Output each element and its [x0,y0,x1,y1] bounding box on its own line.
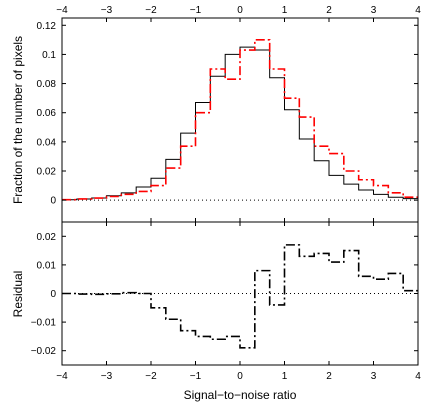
bottom-y-tick-label: 0.01 [37,260,57,271]
bottom-series-0-step-line [62,244,418,349]
x-axis-tick-label: −3 [101,371,113,382]
x-axis-tick-label: 1 [282,371,288,382]
bottom-y-tick-label: −0.01 [31,318,57,329]
bottom-panel-frame [61,221,419,366]
top-axis-tick-label: −2 [145,5,157,16]
x-axis-tick-label: −4 [56,371,68,382]
top-axis-tick-label: 0 [237,5,243,16]
top-y-tick-label: 0.08 [37,79,57,90]
top-y-tick-label: 0 [50,196,56,207]
top-y-tick-label: 0.06 [37,108,57,119]
x-axis-tick-label: −2 [145,371,157,382]
top-axis-tick-label: 2 [326,5,332,16]
bottom-plot-area: −4 −3 −2 −1 0 1 2 3 4 −0.02 −0.01 0 0.01 0.02 [31,222,421,382]
top-y-axis-label: Fraction of the number of pixels [11,36,25,204]
top-y-tick-label: 0.1 [42,50,56,61]
bottom-y-tick-label: −0.02 [31,346,57,357]
top-y-tick-label: 0.04 [37,137,57,148]
bottom-y-tick-label: 0.02 [37,232,57,243]
top-axis-tick-label: −1 [190,5,202,16]
top-series-1-step-line [62,39,418,201]
bottom-y-axis-label: Residual [11,271,25,318]
x-axis-tick-label: 3 [371,371,377,382]
top-axis-tick-label: 1 [282,5,288,16]
top-axis-tick-label: 4 [415,5,421,16]
top-plot-area: −4 −3 −2 −1 0 1 2 3 4 0 0.02 0.04 0.06 0.08 0.1 0.12 [37,5,421,222]
top-axis-tick-label: 3 [371,5,377,16]
x-axis-tick-label: 4 [415,371,421,382]
bottom-y-tick-label: 0 [50,289,56,300]
x-axis-label: Signal−to−noise ratio [184,388,297,402]
x-axis-tick-label: −1 [190,371,202,382]
x-axis-tick-label: 2 [326,371,332,382]
top-y-tick-label: 0.12 [37,21,57,32]
top-axis-tick-label: −3 [101,5,113,16]
top-y-tick-label: 0.02 [37,167,57,178]
top-axis-tick-label: −4 [56,5,68,16]
bottom-panel: −4 −3 −2 −1 0 1 2 3 4 −0.02 −0.01 0 0.01 0.02 Residua… [11,221,421,402]
x-axis-tick-label: 0 [237,371,243,382]
top-panel: −4 −3 −2 −1 0 1 2 3 4 0 0.02 0.04 0.06 0.08 0.1 0.12 Fr… [11,5,421,223]
